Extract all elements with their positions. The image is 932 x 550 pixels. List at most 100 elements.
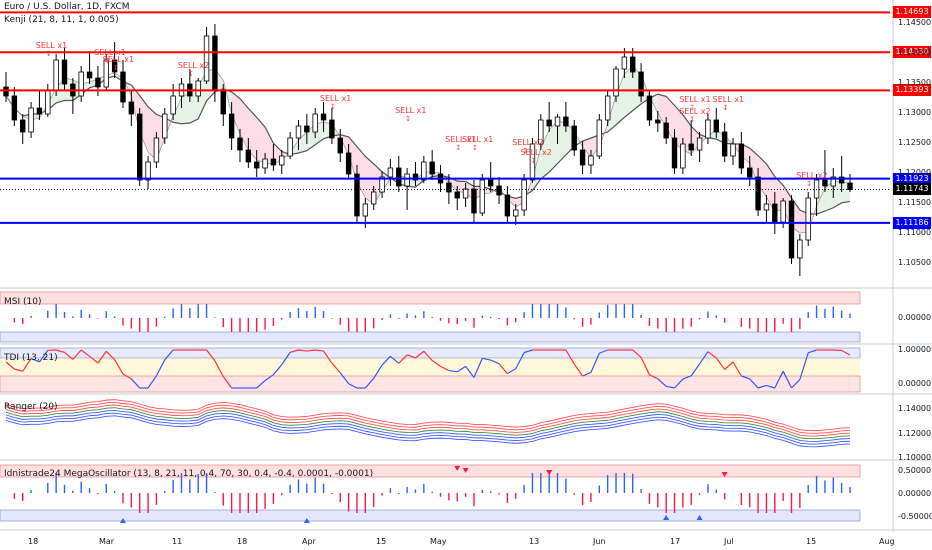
tdi-line: [130, 378, 141, 389]
candle-body: [220, 89, 226, 115]
tdi-line: [147, 375, 157, 389]
candle-body: [579, 149, 586, 166]
tdi-line: [55, 349, 65, 353]
tdi-line: [690, 363, 701, 377]
tdi-line: [674, 378, 684, 389]
candle-body: [613, 68, 619, 97]
kenji-cloud: [833, 181, 842, 208]
candle-body: [663, 122, 669, 139]
x-tick-label: Mar: [99, 537, 115, 546]
tdi-line: [323, 350, 333, 364]
candle-body: [304, 125, 310, 133]
x-tick-label: Aug: [879, 537, 895, 546]
candle-body: [28, 107, 34, 133]
candle-body: [387, 167, 394, 178]
tdi-line: [30, 357, 40, 363]
tdi-line: [715, 357, 726, 370]
candle-body: [805, 197, 811, 241]
tdi-line: [498, 363, 508, 374]
mega-signal-marker: [462, 468, 469, 473]
tdi-line: [507, 368, 517, 375]
price-level-badge: 1.11186: [893, 216, 931, 229]
candle-body: [830, 176, 836, 187]
tdi-line: [649, 374, 659, 380]
tdi-line: [406, 354, 416, 359]
tdi-line: [373, 364, 383, 379]
tdi-line: [465, 366, 475, 378]
y-tick-label: 1.11500: [898, 198, 932, 207]
candle-body: [137, 113, 143, 181]
tdi-line: [281, 352, 291, 365]
tdi-line: [590, 353, 600, 373]
candle-body: [337, 137, 343, 154]
y-tick-label: 1.11000: [898, 228, 932, 237]
ranger-band-line: [5, 404, 851, 437]
tdi-line: [448, 369, 458, 373]
tdi-line: [749, 378, 759, 389]
sell-signal-arrow: ↧: [330, 103, 336, 111]
tdi-line: [523, 349, 533, 354]
candle-body: [270, 158, 277, 166]
ranger-tick-2: 1.10000: [898, 453, 932, 462]
tdi-line: [707, 351, 717, 359]
candle-body: [287, 137, 293, 157]
candle-body: [479, 179, 486, 214]
candle-body: [705, 119, 711, 139]
candle-body: [53, 59, 59, 91]
tdi-line: [582, 371, 592, 377]
tdi-line: [782, 370, 793, 389]
tdi-line: [364, 378, 375, 389]
candle-body: [212, 35, 218, 91]
candle-body: [847, 182, 853, 190]
tdi-line: [565, 349, 575, 365]
tdi-line: [632, 349, 642, 358]
candle-body: [755, 176, 761, 211]
tdi-line: [657, 378, 667, 387]
sell-signal-arrow: ↧: [405, 115, 411, 123]
candle-body: [279, 155, 285, 166]
sell-signal-arrow: ↧: [472, 144, 478, 152]
candle-body: [538, 119, 544, 145]
candle-body: [630, 56, 636, 73]
candle-body: [454, 191, 460, 199]
kenji-cloud: [198, 71, 207, 119]
msi-tick-0: 0.00000: [898, 313, 932, 322]
candle-body: [396, 167, 402, 187]
candle-body: [162, 113, 168, 139]
kenji-cloud: [607, 95, 617, 132]
ranger-band-line: [5, 399, 851, 432]
price-level-badge: 1.14693: [893, 6, 931, 19]
candle-body: [120, 71, 126, 103]
candle-body: [655, 119, 661, 124]
kenji-cloud: [549, 121, 558, 173]
tdi-line: [799, 352, 809, 380]
kenji-cloud: [657, 94, 667, 127]
sell-signal-arrow: ↧: [806, 180, 812, 188]
tdi-line: [256, 380, 266, 389]
sell-signal-label: SELL x2: [679, 107, 710, 116]
sell-signal-label: SELL x1: [94, 48, 125, 57]
candle-body: [103, 59, 109, 88]
candle-body: [604, 95, 611, 121]
tdi-line: [22, 358, 32, 372]
tdi-line: [757, 384, 767, 389]
candle-body: [696, 137, 703, 151]
candle-body: [379, 176, 385, 193]
tdi-line: [122, 373, 132, 380]
tdi-line: [791, 379, 801, 389]
candle-body: [404, 173, 410, 187]
mega-signal-marker: [454, 466, 461, 471]
kenji-cloud: [666, 96, 675, 143]
candle-body: [513, 209, 519, 217]
sell-signal-arrow: ↧: [455, 144, 461, 152]
tdi-line: [64, 351, 74, 360]
sell-signal-arrow: ↧: [522, 147, 528, 155]
price-level-badge: 1.11743: [893, 183, 931, 196]
tdi-line: [264, 374, 274, 382]
mega-tick-0: 0.50000: [898, 466, 932, 475]
candle-body: [780, 200, 786, 223]
tdi-line: [381, 355, 391, 366]
sell-signal-label: SELL x1: [320, 94, 351, 103]
candle-body: [713, 119, 719, 133]
candle-body: [788, 200, 795, 259]
